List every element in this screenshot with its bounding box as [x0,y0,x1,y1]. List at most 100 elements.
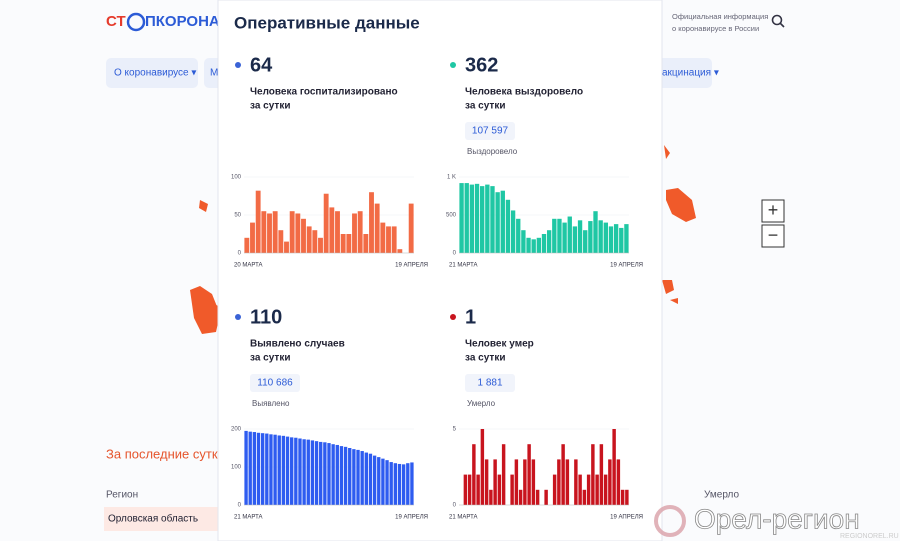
total-badge [465,374,515,392]
stat-label: Выявлено случаев [250,339,345,350]
bar [582,489,587,505]
bar [265,433,269,505]
modal-title: Оперативные данные [234,13,420,32]
y-tick-label: 100 [231,175,242,181]
total-value: 107 597 [472,126,509,137]
y-tick-label: 5 [453,427,457,433]
bar [514,459,519,505]
total-label: Выздоровело [467,147,518,156]
bar [463,474,468,505]
bar [368,453,373,505]
bar [459,183,464,253]
bar [357,211,363,253]
bar [546,230,552,253]
bar [625,489,629,505]
bar [485,184,490,253]
bar [289,211,295,253]
bar [306,439,310,505]
bar [598,220,603,253]
nav-button[interactable] [106,58,198,88]
nav-label: О коронавирусе ▾ [114,68,196,79]
bar [301,218,306,253]
bar [593,211,598,253]
bar [323,193,329,253]
total-label: Выявлено [252,399,290,408]
bar [490,186,495,253]
bar [541,234,547,253]
search-icon[interactable] [771,14,783,26]
bar [269,434,273,505]
x-label: 20 МАРТА [234,263,263,269]
bar [335,211,340,253]
bar [510,474,514,505]
bar [260,433,265,505]
nav-label: М [210,68,218,79]
table-cell: Орловская область [108,513,198,525]
table-header: Регион [106,490,138,501]
bar [595,474,599,505]
bar [497,474,502,505]
info-line: о коронавирусе в России [672,24,759,33]
bar [261,211,267,253]
bar [464,183,469,253]
zoom-button[interactable] [761,224,785,248]
bar [329,207,335,253]
bar [562,222,567,253]
bar [480,186,485,253]
bar [599,444,604,505]
bar [335,444,339,505]
y-tick-label: 50 [234,213,241,219]
bar [356,449,360,505]
bar [588,221,593,253]
bar [608,226,614,253]
bar [352,213,357,253]
nav-label: акцинация ▾ [662,68,719,79]
stat-value: 362 [465,54,498,76]
bar [369,192,374,253]
watermark-logo [654,505,686,537]
x-label: 21 МАРТА [449,263,478,269]
zoom-button[interactable] [761,199,785,223]
bar [372,455,377,505]
bar [397,249,403,253]
bar [294,437,298,505]
bar [536,237,542,253]
logo-right: ПКОРОНАВИ [145,13,241,30]
bar [312,230,318,253]
table-row[interactable] [104,507,220,531]
nav-button[interactable] [650,58,712,88]
bullet [235,62,241,68]
bar [544,489,548,505]
bar [302,439,306,505]
bar [244,430,248,505]
bar [348,448,352,505]
total-value: 110 686 [257,378,293,389]
stat-value: 110 [250,306,282,328]
bar [377,457,381,505]
y-tick-label: 0 [453,251,457,257]
bar [352,449,356,505]
bar [248,431,252,505]
bar [310,440,315,505]
bar [619,227,624,253]
x-label: 19 АПРЕЛЯ [395,515,428,521]
bar [521,230,526,253]
bar [616,459,621,505]
bar [319,441,323,505]
bar [552,474,557,505]
bar [340,234,346,253]
bar [552,218,557,253]
bar [557,218,562,253]
y-tick-label: 500 [446,213,457,219]
bar [557,459,561,505]
bar [364,452,368,505]
bar [527,444,531,505]
y-tick-label: 200 [231,427,242,433]
bar [318,237,323,253]
bar [298,438,302,505]
bar [408,203,414,253]
bar [510,210,516,253]
bar [608,459,612,505]
